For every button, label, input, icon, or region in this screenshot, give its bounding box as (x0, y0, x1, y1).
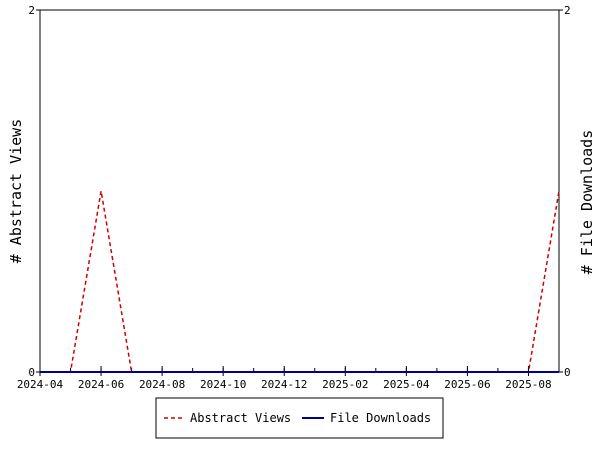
plot-area (39, 9, 560, 373)
series-layer (40, 190, 560, 373)
x-tick-label: 2024-08 (139, 378, 185, 391)
y-right-axis-title: # File Downloads (578, 130, 596, 275)
y-axes: 0 2 0 2 (28, 4, 570, 379)
y-left-axis-title: # Abstract Views (7, 119, 25, 264)
x-tick-label: 2025-02 (322, 378, 368, 391)
x-tick-label: 2025-08 (505, 378, 551, 391)
legend-label-file-downloads: File Downloads (330, 411, 431, 425)
y-left-tick-label: 0 (28, 366, 35, 379)
x-tick-label: 2024-12 (261, 378, 307, 391)
x-tick-label: 2024-04 (17, 378, 64, 391)
x-tick-label: 2025-06 (444, 378, 490, 391)
legend: Abstract Views File Downloads (155, 397, 444, 439)
x-tick-label: 2024-10 (200, 378, 246, 391)
x-tick-label: 2025-04 (383, 378, 430, 391)
x-axis: 2024-04 2024-06 2024-08 2024-10 2024-12 2025-… (17, 366, 560, 391)
legend-box (155, 397, 444, 439)
legend-label-abstract-views: Abstract Views (190, 411, 291, 425)
y-right-tick-label: 0 (564, 366, 571, 379)
y-right-tick-label: 2 (564, 4, 571, 17)
x-tick-label: 2024-06 (78, 378, 124, 391)
y-left-tick-label: 2 (28, 4, 35, 17)
